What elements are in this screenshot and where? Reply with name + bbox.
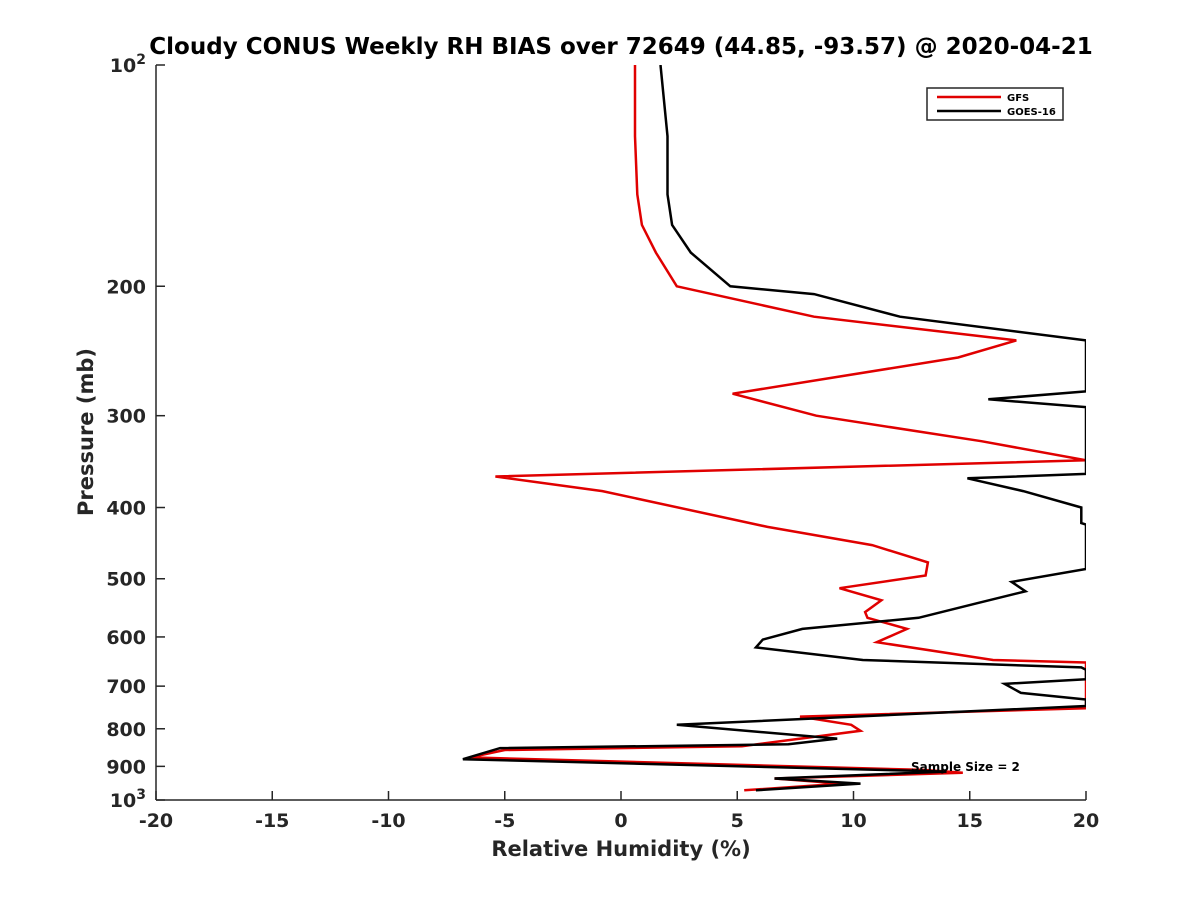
sample-size-annotation: Sample Size = 2 <box>911 760 1020 774</box>
y-tick-label: 102 <box>110 52 146 77</box>
y-tick-label: 600 <box>106 627 146 649</box>
x-tick-label: -15 <box>255 810 289 832</box>
chart-title: Cloudy CONUS Weekly RH BIAS over 72649 (… <box>149 34 1092 60</box>
y-tick-label: 200 <box>106 276 146 298</box>
series-layer <box>462 65 1086 792</box>
x-tick-label: -20 <box>139 810 173 832</box>
plot-area <box>156 65 1086 800</box>
x-tick-label: -5 <box>494 810 515 832</box>
y-tick-label: 500 <box>106 569 146 591</box>
x-tick-label: 5 <box>731 810 744 832</box>
legend-label-gfs: GFS <box>1007 93 1029 104</box>
y-tick-label: 103 <box>110 787 146 812</box>
y-tick-label: 300 <box>106 406 146 428</box>
y-tick-label: 400 <box>106 498 146 520</box>
legend-box <box>926 87 1064 121</box>
series-line-gfs <box>469 65 1086 792</box>
y-axis-ticks: 102 200 300 400 500 600 700 800 900 103 <box>106 52 165 812</box>
x-tick-label: 10 <box>840 810 866 832</box>
legend: GFS GOES-16 <box>926 87 1064 121</box>
y-tick-label: 700 <box>106 676 146 698</box>
x-tick-label: -10 <box>371 810 405 832</box>
y-tick-label: 800 <box>106 719 146 741</box>
x-tick-label: 20 <box>1073 810 1099 832</box>
legend-label-goes16: GOES-16 <box>1007 107 1056 118</box>
series-line-goes16 <box>462 65 1086 792</box>
y-axis-label: Pressure (mb) <box>74 348 98 516</box>
x-axis-label: Relative Humidity (%) <box>491 837 750 861</box>
y-tick-label: 900 <box>106 756 146 778</box>
x-tick-label: 0 <box>614 810 627 832</box>
x-axis-ticks: -20 -15 -10 -5 0 5 10 15 20 <box>139 791 1099 832</box>
x-tick-label: 15 <box>957 810 983 832</box>
